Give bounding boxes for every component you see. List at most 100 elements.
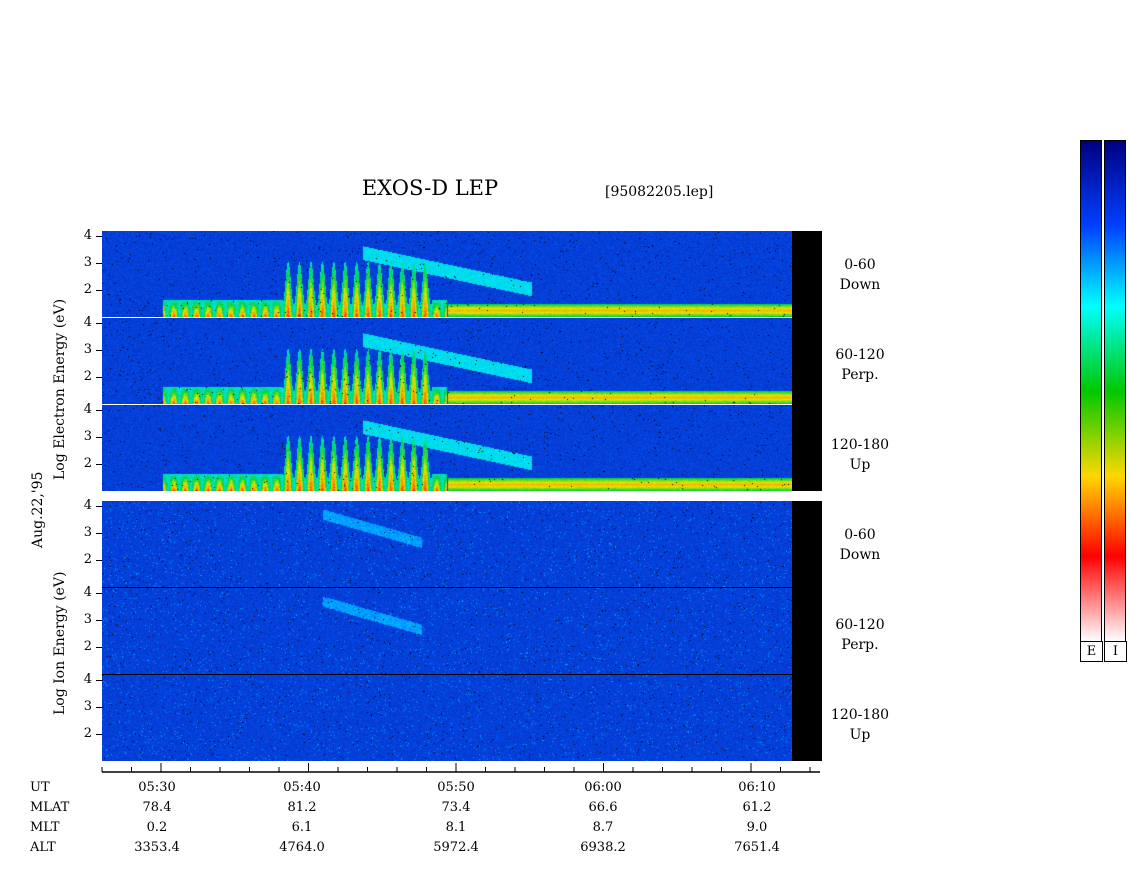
y-tick-mark: [96, 506, 102, 508]
y-tick-label: 2: [83, 639, 92, 655]
cell-mlat: 73.4: [441, 800, 471, 815]
y-tick-label: 2: [83, 369, 92, 385]
spectrogram-ion-down: [102, 501, 792, 587]
angle-label: 120-180 Up: [825, 435, 895, 475]
cell-mlat: 81.2: [287, 800, 317, 815]
cell-mlt: 0.2: [146, 820, 168, 835]
y-tick-label: 2: [83, 456, 92, 472]
angle-range: 0-60: [844, 257, 876, 273]
cell-mlt: 9.0: [746, 820, 768, 835]
cell-mlt: 8.7: [592, 820, 614, 835]
spectrogram-canvas: [102, 501, 792, 587]
row-label-ut: UT: [30, 780, 50, 795]
angle-label: 120-180 Up: [825, 705, 895, 745]
y-tick-mark: [96, 377, 102, 379]
y-tick-mark: [96, 734, 102, 736]
row-label-mlt: MLT: [30, 820, 60, 835]
angle-label: 60-120 Perp.: [825, 345, 895, 385]
date-label: Aug.22,'95: [30, 471, 46, 548]
cell-mlt: 6.1: [291, 820, 313, 835]
y-tick-label: 2: [83, 552, 92, 568]
y-tick-label: 4: [83, 585, 92, 601]
spectrogram-electron-down: [102, 231, 792, 317]
cell-ut: 05:50: [437, 780, 475, 795]
y-tick-mark: [96, 410, 102, 412]
colorbar-ion: [1104, 140, 1126, 642]
y-tick-mark: [96, 464, 102, 466]
y-tick-label: 4: [83, 315, 92, 331]
cell-ut: 06:10: [738, 780, 776, 795]
y-tick-mark: [96, 533, 102, 535]
angle-range: 120-180: [830, 707, 890, 723]
panel-divider: [102, 674, 792, 675]
cell-alt: 4764.0: [279, 840, 325, 855]
cell-alt: 6938.2: [580, 840, 626, 855]
angle-range: 120-180: [830, 437, 890, 453]
file-name: [95082205.lep]: [605, 184, 714, 200]
spectrogram-ion-perp: [102, 588, 792, 674]
y-tick-mark: [96, 236, 102, 238]
angle-label: 0-60 Down: [825, 525, 895, 565]
cell-mlt: 8.1: [445, 820, 467, 835]
y-tick-mark: [96, 560, 102, 562]
spectrogram-ion-up: [102, 675, 792, 761]
angle-label: 0-60 Down: [825, 255, 895, 295]
y-tick-label: 4: [83, 402, 92, 418]
y-tick-mark: [96, 593, 102, 595]
cell-ut: 05:40: [283, 780, 321, 795]
angle-direction: Perp.: [841, 637, 879, 653]
angle-direction: Perp.: [841, 367, 879, 383]
ion-axis-label: Log Ion Energy (eV): [52, 571, 68, 715]
spectrogram-electron-perp: [102, 318, 792, 404]
y-tick-label: 3: [83, 255, 92, 271]
colorbar-electron: [1080, 140, 1102, 642]
y-tick-mark: [96, 350, 102, 352]
panel-divider: [102, 587, 792, 588]
row-label-mlat: MLAT: [30, 800, 70, 815]
cell-ut: 06:00: [584, 780, 622, 795]
chart-title: EXOS-D LEP: [361, 176, 499, 200]
y-tick-mark: [96, 707, 102, 709]
electron-axis-label: Log Electron Energy (eV): [52, 298, 68, 480]
data-gap-electron: [792, 231, 822, 491]
y-tick-mark: [96, 323, 102, 325]
spectrogram-canvas: [102, 405, 792, 491]
angle-range: 60-120: [835, 617, 885, 633]
angle-direction: Up: [849, 457, 871, 473]
y-tick-label: 3: [83, 342, 92, 358]
y-tick-mark: [96, 437, 102, 439]
y-tick-mark: [96, 647, 102, 649]
data-gap-ion: [792, 501, 822, 761]
row-label-alt: ALT: [30, 840, 56, 855]
angle-direction: Down: [839, 547, 881, 563]
y-tick-mark: [96, 680, 102, 682]
y-tick-label: 3: [83, 429, 92, 445]
colorbar-ion-label: I: [1104, 641, 1127, 662]
y-tick-label: 4: [83, 498, 92, 514]
cell-ut: 05:30: [138, 780, 176, 795]
cell-mlat: 61.2: [742, 800, 772, 815]
y-tick-mark: [96, 620, 102, 622]
spectrogram-canvas: [102, 231, 792, 317]
y-tick-label: 3: [83, 525, 92, 541]
y-tick-label: 3: [83, 699, 92, 715]
time-axis: [101, 763, 820, 773]
y-tick-label: 2: [83, 282, 92, 298]
angle-range: 0-60: [844, 527, 876, 543]
angle-direction: Up: [849, 727, 871, 743]
spectrogram-canvas: [102, 588, 792, 674]
y-tick-label: 4: [83, 228, 92, 244]
y-tick-mark: [96, 290, 102, 292]
spectrogram-canvas: [102, 318, 792, 404]
y-tick-label: 3: [83, 612, 92, 628]
spectrogram-electron-up: [102, 405, 792, 491]
y-tick-label: 4: [83, 672, 92, 688]
cell-alt: 7651.4: [734, 840, 780, 855]
cell-mlat: 66.6: [588, 800, 618, 815]
y-tick-mark: [96, 263, 102, 265]
angle-direction: Down: [839, 277, 881, 293]
cell-mlat: 78.4: [142, 800, 172, 815]
y-tick-label: 2: [83, 726, 92, 742]
spectrogram-canvas: [102, 675, 792, 761]
angle-range: 60-120: [835, 347, 885, 363]
